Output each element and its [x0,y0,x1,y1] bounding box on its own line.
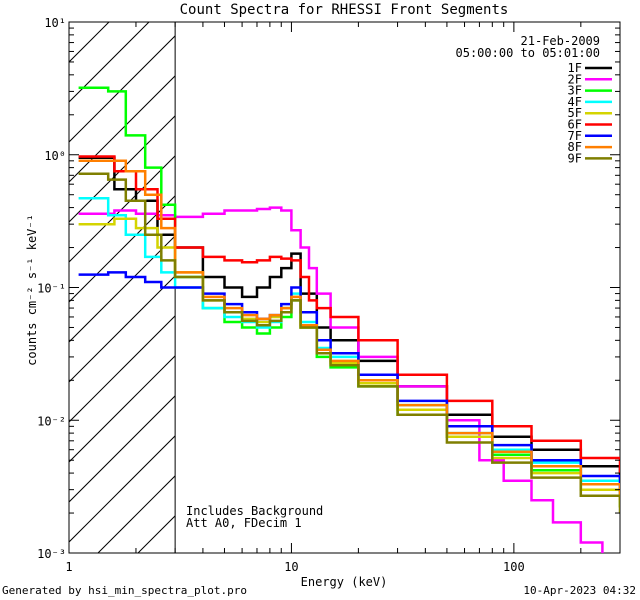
x-tick-label: 1 [65,560,72,574]
hatch-line [69,235,176,343]
date-label: 21-Feb-2009 [521,34,600,48]
y-axis: 10⁻³ 10⁻² 10⁻¹ 10⁰ 10¹ [37,16,620,561]
hatch-line [69,395,176,503]
x-axis-label: Energy (keV) [301,575,388,589]
series-line-7F [78,271,620,492]
legend-label-3F: 3F [568,84,582,98]
series-line-1F [78,156,620,481]
chart-title: Count Spectra for RHESSI Front Segments [180,2,509,18]
y-tick-label: 10⁻¹ [37,282,66,296]
legend-label-9F: 9F [568,151,582,165]
legend-label-7F: 7F [568,129,582,143]
x-tick-label: 100 [503,560,525,574]
y-axis-label: counts cm⁻² s⁻¹ keV⁻¹ [25,214,39,366]
annotation-attenuator: Att A0, FDecim 1 [186,516,302,530]
hatch-line [69,75,176,183]
series-line-9F [78,172,620,513]
y-tick-label: 10⁰ [44,149,66,163]
x-axis: 1 10 100 [65,22,621,574]
series-line-6F [78,155,620,474]
legend-label-2F: 2F [568,72,582,86]
series-line-2F [78,206,604,553]
series-line-8F [78,159,620,501]
legend-label-8F: 8F [568,140,582,154]
series-lines [78,86,620,553]
hatch-line [69,435,176,543]
x-tick-label: 10 [284,560,298,574]
time-range-label: 05:00:00 to 05:01:00 [456,46,601,60]
y-tick-label: 10⁻² [37,414,66,428]
legend-label-4F: 4F [568,95,582,109]
footer-generated: Generated by hsi_min_spectra_plot.pro [2,584,247,597]
legend-label-1F: 1F [568,61,582,75]
y-tick-label: 10⁻³ [37,547,66,561]
footer-timestamp: 10-Apr-2023 04:32 [523,584,636,597]
series-line-5F [78,217,620,508]
series-line-3F [78,86,620,508]
hatch-line [69,195,176,303]
legend-label-5F: 5F [568,106,582,120]
annotation-background: Includes Background [186,504,323,518]
y-tick-label: 10¹ [44,16,66,30]
legend-label-6F: 6F [568,118,582,132]
hatch-line [69,35,176,143]
